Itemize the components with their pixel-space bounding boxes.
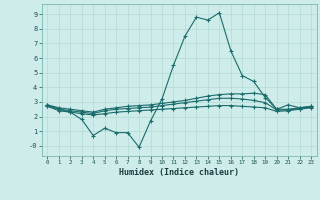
X-axis label: Humidex (Indice chaleur): Humidex (Indice chaleur) <box>119 168 239 177</box>
